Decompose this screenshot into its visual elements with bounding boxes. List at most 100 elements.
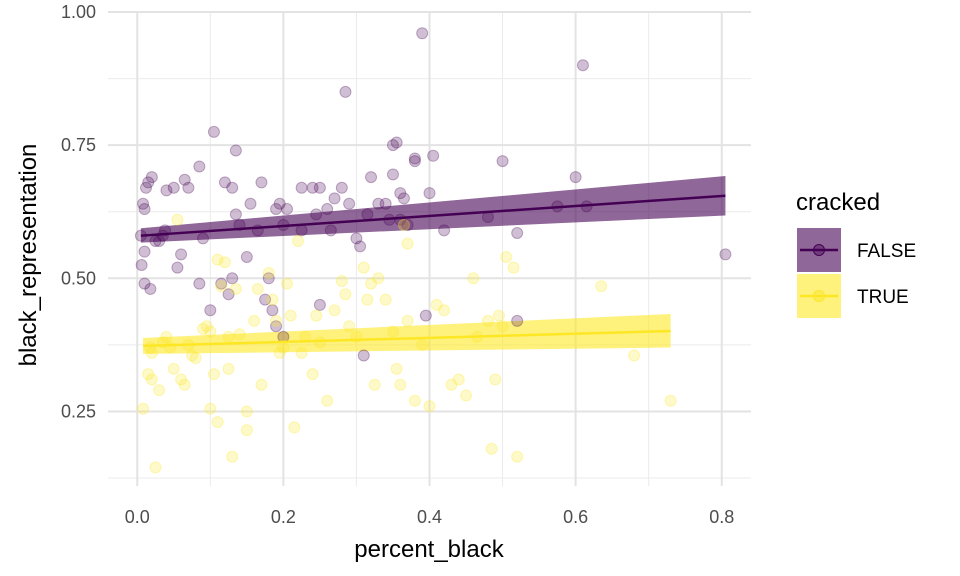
data-point-false — [354, 240, 367, 253]
data-point-false — [262, 272, 275, 285]
data-point-true — [251, 282, 264, 295]
data-point-false — [361, 208, 374, 221]
data-point-true — [445, 378, 458, 391]
data-point-false — [229, 208, 242, 221]
data-point-false — [313, 181, 326, 194]
data-point-true — [207, 368, 220, 381]
data-point-true — [365, 277, 378, 290]
data-point-true — [160, 330, 173, 343]
data-point-true — [438, 304, 451, 317]
data-point-false — [386, 139, 399, 152]
data-point-true — [368, 378, 381, 391]
data-point-false — [306, 181, 319, 194]
x-tick-label: 0.0 — [125, 507, 150, 527]
data-point-true — [215, 280, 228, 293]
legend: cracked FALSE TRUE — [796, 189, 916, 318]
data-point-false — [397, 192, 410, 205]
data-point-true — [171, 213, 184, 226]
data-point-true — [270, 314, 283, 327]
data-point-false — [135, 258, 148, 271]
data-point-true — [496, 320, 509, 333]
data-point-false — [138, 203, 151, 216]
data-point-true — [390, 362, 403, 375]
data-point-true — [145, 373, 158, 386]
data-point-false — [324, 224, 337, 237]
data-point-true — [460, 389, 473, 402]
data-point-false — [343, 197, 356, 210]
data-point-false — [295, 224, 308, 237]
data-point-true — [137, 402, 150, 415]
data-point-false — [138, 245, 151, 258]
x-axis-ticks: 0.0 0.2 0.4 0.6 0.8 — [125, 507, 735, 527]
legend-items: FALSE TRUE — [797, 228, 916, 318]
data-point-true — [167, 362, 180, 375]
legend-key-point — [813, 290, 825, 302]
data-point-true — [664, 394, 677, 407]
data-point-true — [295, 346, 308, 359]
data-point-false — [175, 248, 188, 261]
data-point-false — [310, 208, 323, 221]
data-point-false — [144, 282, 157, 295]
data-point-true — [266, 293, 279, 306]
data-point-false — [193, 277, 206, 290]
data-point-true — [430, 298, 443, 311]
data-point-true — [507, 261, 520, 274]
data-point-false — [365, 171, 378, 184]
data-point-true — [321, 394, 334, 407]
data-point-true — [489, 373, 502, 386]
data-point-false — [357, 349, 370, 362]
y-axis-ticks: 0.25 0.50 0.75 1.00 — [61, 2, 96, 421]
data-point-false — [328, 192, 341, 205]
data-point-false — [416, 27, 429, 40]
data-point-false — [226, 181, 239, 194]
data-point-false — [215, 277, 228, 290]
data-point-false — [394, 187, 407, 200]
x-tick-label: 0.2 — [271, 507, 296, 527]
data-point-false — [576, 59, 589, 72]
data-point-true — [164, 341, 177, 354]
data-point-false — [207, 125, 220, 138]
data-point-false — [204, 304, 217, 317]
data-point-false — [137, 197, 150, 210]
data-point-true — [401, 237, 414, 250]
data-point-false — [266, 304, 279, 317]
data-point-false — [229, 144, 242, 157]
data-point-true — [284, 309, 297, 322]
data-point-false — [321, 203, 334, 216]
data-point-false — [386, 168, 399, 181]
data-point-true — [200, 320, 213, 333]
data-point-false — [273, 197, 286, 210]
data-point-false — [193, 160, 206, 173]
data-point-false — [339, 85, 352, 98]
data-point-false — [270, 320, 283, 333]
data-point-false — [160, 184, 173, 197]
data-point-true — [339, 288, 352, 301]
data-point-true — [386, 325, 399, 338]
data-point-true — [262, 266, 275, 279]
data-point-false — [350, 232, 363, 245]
data-point-true — [500, 250, 513, 263]
data-point-false — [281, 203, 294, 216]
data-point-false — [240, 250, 253, 263]
data-point-true — [328, 304, 341, 317]
data-point-true — [178, 378, 191, 391]
data-point-true — [240, 424, 253, 437]
data-point-true — [397, 219, 410, 232]
x-axis-title: percent_black — [354, 536, 504, 563]
data-point-true — [628, 349, 641, 362]
data-point-true — [291, 235, 304, 248]
data-point-true — [248, 314, 261, 327]
data-point-true — [401, 314, 414, 327]
data-point-false — [390, 136, 403, 149]
data-point-false — [167, 181, 180, 194]
data-point-true — [277, 341, 290, 354]
data-point-false — [372, 197, 385, 210]
data-point-true — [335, 274, 348, 287]
data-point-false — [419, 309, 432, 322]
y-tick-label: 0.50 — [61, 268, 96, 288]
data-point-true — [196, 322, 209, 335]
data-point-false — [511, 314, 524, 327]
data-point-false — [427, 149, 440, 162]
data-point-false — [182, 181, 195, 194]
data-point-true — [211, 253, 224, 266]
